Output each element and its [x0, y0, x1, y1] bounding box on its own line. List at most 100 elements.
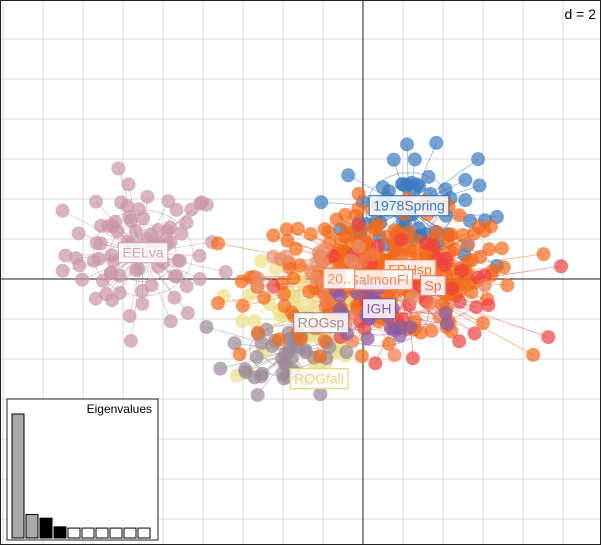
group-label-text: EELva — [122, 245, 163, 261]
data-point — [247, 313, 262, 328]
data-point — [167, 290, 182, 305]
data-point — [213, 361, 228, 376]
group-label-text: SalmonFl — [349, 272, 408, 288]
data-point — [351, 201, 366, 216]
data-point — [500, 278, 515, 293]
data-point — [192, 248, 207, 263]
data-point — [477, 223, 492, 238]
data-point — [114, 195, 129, 210]
data-point — [89, 194, 104, 209]
eigenvalue-bar — [123, 527, 137, 539]
data-point — [266, 249, 281, 264]
data-point — [69, 251, 84, 266]
data-point — [366, 247, 381, 262]
data-point — [477, 278, 492, 293]
eigenvalue-bars — [11, 413, 151, 539]
data-point — [249, 349, 264, 364]
group-label-box — [419, 275, 447, 297]
data-point — [469, 300, 484, 315]
data-point — [405, 289, 420, 304]
data-point — [368, 356, 383, 371]
eigenvalues-title: Eigenvalues — [87, 402, 152, 416]
group-labels: 1978SpringEELvaROGfallROGspFRHspSpSalmon… — [117, 195, 450, 390]
data-point — [277, 298, 292, 313]
data-point — [371, 217, 386, 232]
data-point — [232, 347, 247, 362]
data-point — [400, 137, 415, 152]
data-point — [266, 279, 281, 294]
data-point — [464, 285, 479, 300]
data-point — [122, 308, 137, 323]
data-point — [112, 285, 127, 300]
data-point — [144, 227, 159, 242]
data-point — [111, 161, 126, 176]
group-label: Sp — [419, 275, 447, 297]
data-point — [140, 189, 155, 204]
data-point — [317, 222, 332, 237]
data-point — [88, 291, 103, 306]
data-point — [169, 202, 184, 217]
data-point — [71, 226, 86, 241]
data-point — [167, 269, 182, 284]
data-point — [293, 258, 308, 273]
data-point — [163, 220, 178, 235]
data-point — [180, 306, 195, 321]
data-point — [179, 279, 194, 294]
data-point — [461, 237, 476, 252]
data-point — [122, 210, 137, 225]
group-label-box — [293, 312, 350, 334]
data-point — [472, 178, 487, 193]
eigenvalue-bar — [39, 517, 53, 539]
data-point — [254, 254, 269, 269]
group-label-text: ROGfall — [294, 371, 344, 387]
group-label: ROGfall — [289, 368, 349, 390]
data-point — [387, 323, 402, 338]
data-point — [93, 218, 108, 233]
data-point — [471, 152, 486, 167]
data-point — [105, 219, 120, 234]
data-point — [375, 180, 390, 195]
data-point — [192, 271, 207, 286]
eigenvalue-bar — [81, 527, 95, 539]
data-point — [351, 217, 366, 232]
data-point — [279, 249, 294, 264]
data-point — [298, 345, 313, 360]
group-label-box — [117, 242, 169, 264]
data-point — [276, 371, 291, 386]
eigenvalue-bar — [137, 527, 151, 539]
data-point — [496, 260, 511, 275]
data-point — [426, 238, 441, 253]
data-point — [123, 333, 138, 348]
data-point — [404, 175, 419, 190]
group-label: 20.. — [322, 268, 356, 290]
data-point — [405, 351, 420, 366]
data-point — [452, 295, 467, 310]
data-point — [452, 208, 467, 223]
data-point — [303, 227, 318, 242]
data-point — [313, 349, 328, 364]
data-point — [58, 248, 73, 263]
data-point — [341, 168, 356, 183]
data-point — [218, 265, 233, 280]
data-point — [536, 247, 551, 262]
data-point — [424, 323, 439, 338]
data-point — [473, 249, 488, 264]
data-point — [445, 281, 460, 296]
data-point — [437, 257, 452, 272]
data-point — [121, 177, 136, 192]
data-point — [318, 287, 333, 302]
group-label: IGH — [361, 298, 397, 320]
data-point — [234, 274, 249, 289]
data-point — [360, 331, 375, 346]
data-point — [194, 195, 209, 210]
eigenvalue-bar — [25, 513, 39, 539]
data-point — [343, 253, 358, 268]
data-point — [235, 298, 250, 313]
group-label: 1978Spring — [368, 195, 450, 217]
data-point — [438, 182, 453, 197]
data-point — [290, 221, 305, 236]
data-point — [279, 222, 294, 237]
data-point — [494, 241, 509, 256]
data-point — [250, 325, 265, 340]
data-point — [394, 232, 409, 247]
